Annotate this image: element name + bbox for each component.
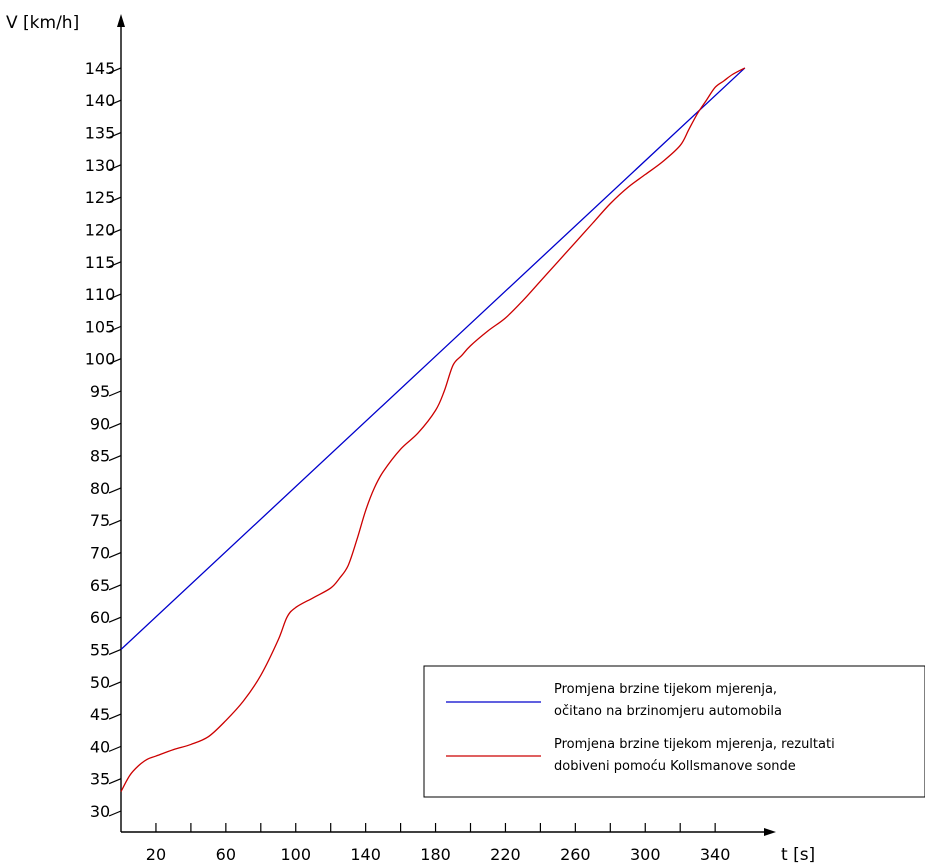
y-tick-label-140: 140 [85, 91, 116, 110]
x-axis-arrow [764, 828, 776, 836]
y-tick-55 [108, 648, 122, 656]
y-tick-95 [108, 390, 122, 397]
x-tick-label-20: 20 [146, 845, 166, 864]
y-tick-120 [108, 228, 122, 236]
y-tick-80 [108, 487, 122, 494]
y-tick-40 [108, 745, 122, 752]
legend-label-red-series: Promjena brzine tijekom mjerenja, rezult… [554, 737, 839, 774]
y-tick-label-50: 50 [90, 673, 110, 692]
y-tick-label-90: 90 [90, 414, 110, 433]
legend-box [423, 665, 925, 798]
y-axis-arrow [117, 14, 125, 27]
x-tick-label-340: 340 [700, 845, 731, 864]
y-tick-85 [108, 455, 122, 462]
y-tick-labels: 30 35 40 45 50 55 60 65 70 75 80 85 90 95 100 105 110 115… [85, 59, 116, 821]
y-tick-label-30: 30 [90, 802, 110, 821]
y-axis: 30 35 40 45 50 55 60 65 70 75 80 85 90 95 100 105 110 115… [6, 13, 125, 832]
x-tick-label-180: 180 [420, 845, 451, 864]
x-axis: 20 60 100 140 180 220 260 300 340 t [s] [121, 823, 815, 865]
y-tick-140 [108, 99, 122, 106]
x-tick-label-300: 300 [630, 845, 661, 864]
y-tick-label-145: 145 [85, 59, 116, 78]
y-tick-label-40: 40 [90, 737, 110, 756]
y-tick-label-110: 110 [85, 285, 116, 304]
legend-label-blue-line-2: očitano na brzinomjeru automobila [554, 704, 782, 719]
y-tick-label-45: 45 [90, 705, 110, 724]
legend: Promjena brzine tijekom mjerenja, očitan… [423, 665, 925, 798]
x-tick-label-260: 260 [560, 845, 591, 864]
y-tick-115 [108, 261, 122, 268]
y-tick-110 [108, 293, 122, 300]
y-tick-90 [108, 422, 122, 429]
x-tick-label-140: 140 [350, 845, 381, 864]
y-tick-label-130: 130 [85, 156, 116, 175]
y-tick-label-115: 115 [85, 253, 116, 272]
y-axis-title: V [km/h] [6, 13, 79, 33]
y-tick-label-120: 120 [85, 220, 116, 239]
y-tick-label-75: 75 [90, 511, 110, 530]
y-tick-65 [108, 584, 122, 591]
legend-label-blue-line-1: Promjena brzine tijekom mjerenja, [554, 682, 777, 697]
y-tick-label-85: 85 [90, 447, 110, 466]
y-tick-60 [108, 616, 122, 623]
y-tick-label-80: 80 [90, 479, 110, 498]
x-tick-label-100: 100 [280, 845, 311, 864]
y-tick-135 [108, 131, 122, 139]
y-tick-35 [108, 778, 122, 785]
x-tick-label-60: 60 [216, 845, 236, 864]
y-tick-label-100: 100 [85, 350, 116, 369]
x-tick-label-220: 220 [490, 845, 521, 864]
y-tick-label-55: 55 [90, 640, 110, 659]
y-tick-105 [108, 325, 122, 332]
y-tick-125 [108, 196, 122, 203]
y-tick-label-135: 135 [85, 124, 116, 143]
y-tick-30 [108, 810, 122, 817]
series-line-blue [120, 67, 746, 650]
series-line-red [120, 67, 746, 792]
legend-label-red-line-2: dobiveni pomoću Kollsmanove sonde [554, 759, 796, 774]
series-layer [120, 67, 746, 792]
y-tick-label-35: 35 [90, 770, 110, 789]
x-axis-title: t [s] [781, 845, 815, 865]
y-tick-label-95: 95 [90, 382, 110, 401]
y-tick-45 [108, 713, 122, 720]
y-tick-label-125: 125 [85, 188, 116, 207]
y-tick-70 [108, 551, 122, 559]
legend-label-blue-series: Promjena brzine tijekom mjerenja, očitan… [554, 682, 782, 719]
y-tick-label-105: 105 [85, 317, 116, 336]
y-tick-50 [108, 681, 122, 688]
y-tick-label-70: 70 [90, 544, 110, 563]
x-tick-labels: 20 60 100 140 180 220 260 300 340 [146, 845, 731, 864]
y-tick-75 [108, 519, 122, 526]
y-tick-130 [108, 164, 122, 171]
y-tick-label-65: 65 [90, 576, 110, 595]
legend-label-red-line-1: Promjena brzine tijekom mjerenja, rezult… [554, 737, 835, 752]
y-tick-label-60: 60 [90, 608, 110, 627]
y-ticks [108, 67, 122, 817]
x-ticks [155, 823, 716, 832]
y-tick-100 [108, 358, 122, 365]
y-tick-145 [108, 67, 122, 74]
